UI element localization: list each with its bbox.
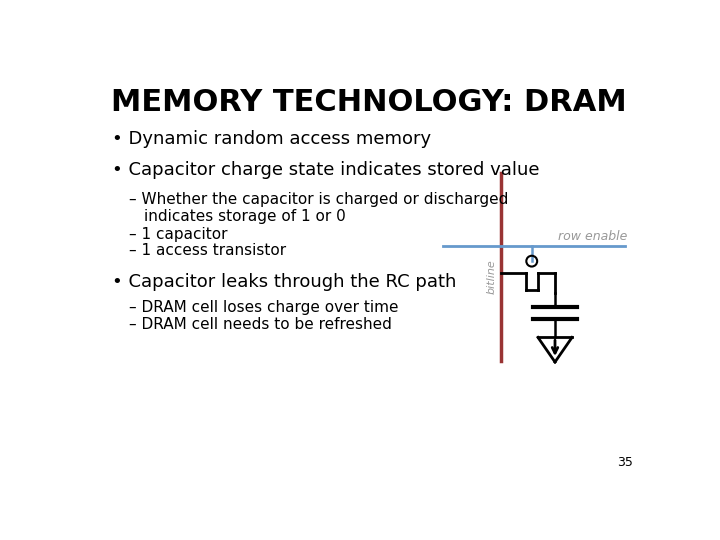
- Text: – Whether the capacitor is charged or discharged: – Whether the capacitor is charged or di…: [129, 192, 508, 207]
- Text: indicates storage of 1 or 0: indicates storage of 1 or 0: [144, 209, 346, 224]
- Text: MEMORY TECHNOLOGY: DRAM: MEMORY TECHNOLOGY: DRAM: [111, 88, 627, 117]
- Text: – DRAM cell needs to be refreshed: – DRAM cell needs to be refreshed: [129, 316, 392, 332]
- Text: row enable: row enable: [558, 231, 627, 244]
- Text: 35: 35: [616, 456, 632, 469]
- Text: – DRAM cell loses charge over time: – DRAM cell loses charge over time: [129, 300, 398, 315]
- Text: • Capacitor leaks through the RC path: • Capacitor leaks through the RC path: [112, 273, 456, 291]
- Text: – 1 access transistor: – 1 access transistor: [129, 244, 286, 259]
- Text: • Capacitor charge state indicates stored value: • Capacitor charge state indicates store…: [112, 161, 539, 179]
- Text: bitline: bitline: [486, 259, 496, 294]
- Text: – 1 capacitor: – 1 capacitor: [129, 226, 228, 241]
- Text: • Dynamic random access memory: • Dynamic random access memory: [112, 130, 431, 148]
